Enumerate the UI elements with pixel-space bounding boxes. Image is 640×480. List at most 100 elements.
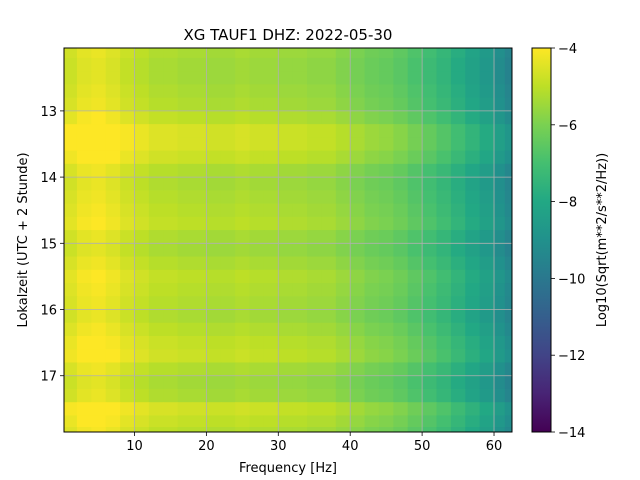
heatmap-cell: [105, 296, 121, 311]
heatmap-cell: [206, 48, 222, 59]
heatmap-cell: [177, 283, 193, 297]
heatmap-cell: [292, 296, 308, 311]
heatmap-cell: [504, 388, 512, 403]
heatmap-cell: [64, 427, 78, 432]
heatmap-cell: [307, 362, 323, 377]
heatmap-cell: [235, 336, 251, 350]
heatmap-cell: [307, 124, 323, 138]
heatmap-cell: [91, 124, 107, 138]
heatmap-cell: [148, 296, 164, 311]
heatmap-cell: [278, 110, 294, 125]
heatmap-cell: [422, 137, 438, 152]
heatmap-cell: [120, 269, 136, 284]
heatmap-cell: [465, 97, 481, 112]
heatmap-cell: [450, 230, 466, 244]
heatmap-cell: [465, 336, 481, 350]
heatmap-cell: [177, 402, 193, 417]
heatmap-cell: [494, 137, 506, 152]
heatmap-cell: [148, 203, 164, 218]
heatmap-cell: [450, 309, 466, 324]
heatmap-cell: [120, 296, 136, 311]
heatmap-cell: [105, 336, 121, 350]
heatmap-cell: [64, 190, 78, 205]
heatmap-cell: [350, 71, 366, 86]
heatmap-cell: [393, 427, 409, 432]
heatmap-cell: [64, 309, 78, 324]
heatmap-cell: [450, 388, 466, 403]
heatmap-cell: [120, 309, 136, 324]
heatmap-cell: [163, 84, 179, 99]
heatmap-cell: [134, 256, 150, 271]
heatmap-cell: [378, 269, 394, 284]
heatmap-cell: [350, 375, 366, 390]
heatmap-cell: [192, 322, 207, 337]
heatmap-cell: [407, 57, 423, 72]
heatmap-cell: [292, 216, 308, 231]
heatmap-cell: [206, 427, 222, 432]
heatmap-cell: [235, 110, 251, 125]
heatmap-cell: [292, 124, 308, 138]
heatmap-cell: [105, 230, 121, 244]
heatmap-cell: [407, 375, 423, 390]
heatmap-cell: [235, 388, 251, 403]
heatmap-cell: [163, 283, 179, 297]
heatmap-cell: [163, 57, 179, 72]
heatmap-cell: [263, 402, 279, 417]
heatmap-cell: [465, 243, 481, 258]
heatmap-cell: [378, 97, 394, 112]
heatmap-cell: [120, 256, 136, 271]
heatmap-cell: [91, 349, 107, 364]
heatmap-cell: [134, 402, 150, 417]
heatmap-cell: [263, 230, 279, 244]
heatmap-cell: [479, 110, 495, 125]
heatmap-cell: [120, 150, 136, 165]
heatmap-cell: [278, 388, 294, 403]
heatmap-cell: [364, 296, 380, 311]
heatmap-cell: [64, 243, 78, 258]
heatmap-cell: [494, 402, 506, 417]
heatmap-cell: [436, 230, 452, 244]
heatmap-cell: [450, 163, 466, 178]
heatmap-cell: [422, 283, 438, 297]
heatmap-cell: [393, 97, 409, 112]
heatmap-cell: [307, 309, 323, 324]
heatmap-cell: [307, 427, 323, 432]
heatmap-cell: [120, 97, 136, 112]
heatmap-cell: [292, 177, 308, 191]
heatmap-cell: [494, 349, 506, 364]
heatmap-cell: [350, 137, 366, 152]
heatmap-cell: [378, 124, 394, 138]
heatmap-cell: [321, 336, 337, 350]
heatmap-cell: [120, 190, 136, 205]
heatmap-cell: [192, 336, 207, 350]
heatmap-cell: [393, 216, 409, 231]
heatmap-cell: [479, 71, 495, 86]
heatmap-cell: [307, 256, 323, 271]
heatmap-cell: [192, 203, 207, 218]
heatmap-cell: [105, 388, 121, 403]
heatmap-cell: [307, 336, 323, 350]
heatmap-cell: [350, 124, 366, 138]
heatmap-cell: [148, 48, 164, 59]
heatmap-cell: [91, 402, 107, 417]
heatmap-cell: [120, 163, 136, 178]
heatmap-cell: [192, 137, 207, 152]
grid-lines: [64, 48, 512, 432]
heatmap-cell: [249, 283, 265, 297]
heatmap-cell: [350, 243, 366, 258]
heatmap-cell: [64, 375, 78, 390]
heatmap-cell: [91, 57, 107, 72]
heatmap-cell: [163, 375, 179, 390]
heatmap-cell: [235, 322, 251, 337]
heatmap-cell: [64, 216, 78, 231]
heatmap-cell: [163, 427, 179, 432]
heatmap-cell: [249, 415, 265, 428]
heatmap-cell: [177, 124, 193, 138]
heatmap-cell: [321, 349, 337, 364]
heatmap-cell: [120, 283, 136, 297]
heatmap-cell: [235, 203, 251, 218]
heatmap-cell: [206, 137, 222, 152]
heatmap-cell: [335, 283, 351, 297]
heatmap-cell: [504, 190, 512, 205]
heatmap-cell: [422, 309, 438, 324]
